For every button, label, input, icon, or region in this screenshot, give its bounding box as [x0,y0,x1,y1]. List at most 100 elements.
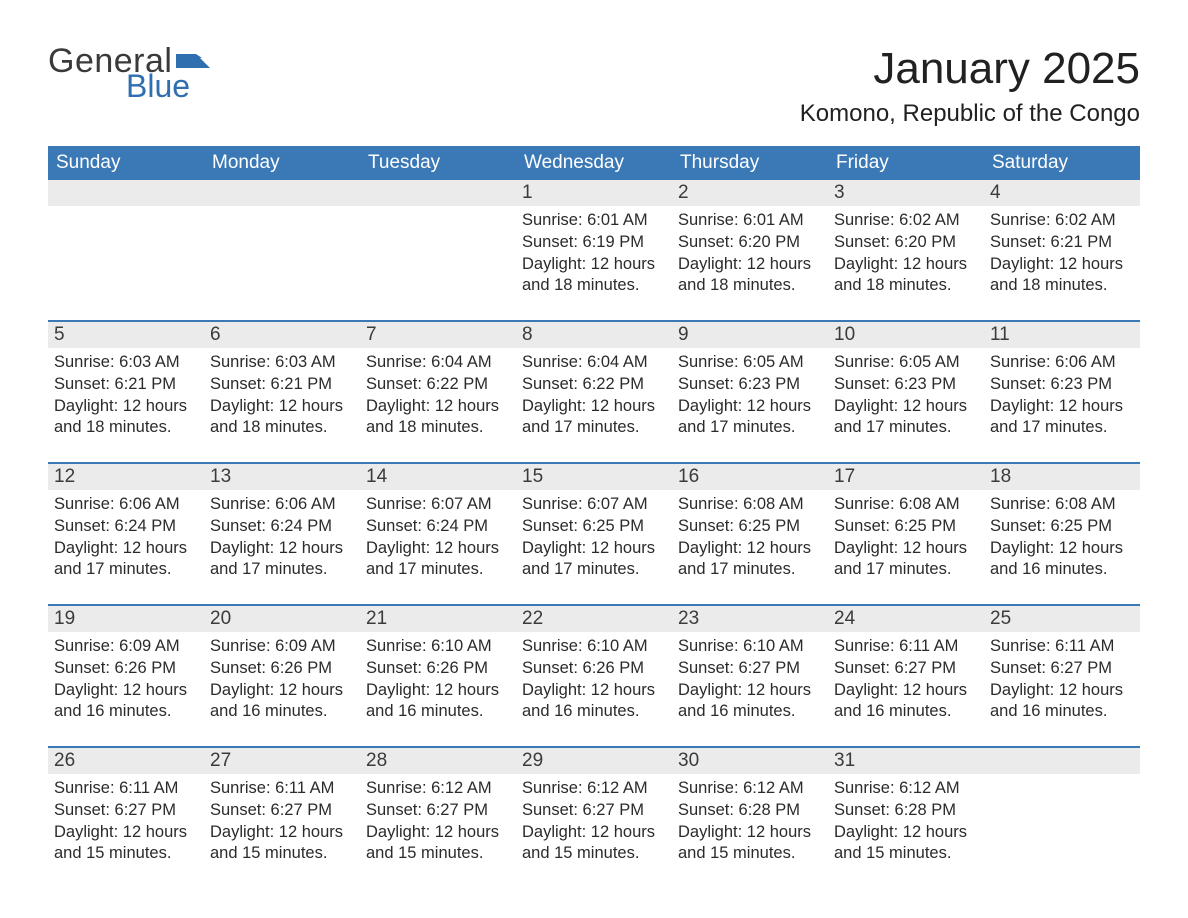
day-cell: Sunrise: 6:09 AMSunset: 6:26 PMDaylight:… [48,632,204,730]
sunrise-text: Sunrise: 6:12 AM [366,778,510,800]
day-cell: Sunrise: 6:10 AMSunset: 6:26 PMDaylight:… [360,632,516,730]
sunset-text: Sunset: 6:23 PM [678,374,822,396]
sunrise-text: Sunrise: 6:03 AM [54,352,198,374]
sunrise-text: Sunrise: 6:08 AM [678,494,822,516]
day-cell: Sunrise: 6:12 AMSunset: 6:28 PMDaylight:… [828,774,984,872]
sunrise-text: Sunrise: 6:10 AM [522,636,666,658]
sunrise-text: Sunrise: 6:05 AM [678,352,822,374]
day-cell: Sunrise: 6:08 AMSunset: 6:25 PMDaylight:… [984,490,1140,588]
day-cell: Sunrise: 6:03 AMSunset: 6:21 PMDaylight:… [48,348,204,446]
d2-text: and 17 minutes. [834,559,978,581]
d1-text: Daylight: 12 hours [54,822,198,844]
sunset-text: Sunset: 6:27 PM [366,800,510,822]
day-cell: Sunrise: 6:06 AMSunset: 6:24 PMDaylight:… [204,490,360,588]
sunset-text: Sunset: 6:25 PM [522,516,666,538]
day-number: 15 [516,464,672,490]
day-number: 28 [360,748,516,774]
day-number: 10 [828,322,984,348]
day-cell: Sunrise: 6:10 AMSunset: 6:27 PMDaylight:… [672,632,828,730]
d1-text: Daylight: 12 hours [522,538,666,560]
sunrise-text: Sunrise: 6:03 AM [210,352,354,374]
day-number: 20 [204,606,360,632]
day-number: 12 [48,464,204,490]
sunset-text: Sunset: 6:27 PM [54,800,198,822]
day-cell: Sunrise: 6:09 AMSunset: 6:26 PMDaylight:… [204,632,360,730]
sunset-text: Sunset: 6:21 PM [210,374,354,396]
sunrise-text: Sunrise: 6:09 AM [210,636,354,658]
day-number: 1 [516,180,672,206]
d1-text: Daylight: 12 hours [990,254,1134,276]
page-title: January 2025 [800,44,1140,94]
sunset-text: Sunset: 6:24 PM [210,516,354,538]
d1-text: Daylight: 12 hours [522,680,666,702]
calendar: Sunday Monday Tuesday Wednesday Thursday… [48,146,1140,872]
day-cell: Sunrise: 6:04 AMSunset: 6:22 PMDaylight:… [360,348,516,446]
day-number: 13 [204,464,360,490]
day-number: 22 [516,606,672,632]
day-cell [48,206,204,304]
sunrise-text: Sunrise: 6:04 AM [522,352,666,374]
d2-text: and 17 minutes. [990,417,1134,439]
week-row: 12131415161718Sunrise: 6:06 AMSunset: 6:… [48,462,1140,588]
d2-text: and 17 minutes. [210,559,354,581]
day-number-row: 19202122232425 [48,606,1140,632]
d2-text: and 16 minutes. [366,701,510,723]
d1-text: Daylight: 12 hours [834,254,978,276]
sunset-text: Sunset: 6:26 PM [522,658,666,680]
d2-text: and 16 minutes. [522,701,666,723]
d2-text: and 15 minutes. [366,843,510,865]
day-cell: Sunrise: 6:08 AMSunset: 6:25 PMDaylight:… [672,490,828,588]
sunrise-text: Sunrise: 6:05 AM [834,352,978,374]
sunrise-text: Sunrise: 6:07 AM [522,494,666,516]
day-cell: Sunrise: 6:05 AMSunset: 6:23 PMDaylight:… [828,348,984,446]
d1-text: Daylight: 12 hours [210,538,354,560]
day-cell: Sunrise: 6:03 AMSunset: 6:21 PMDaylight:… [204,348,360,446]
sunrise-text: Sunrise: 6:07 AM [366,494,510,516]
sunset-text: Sunset: 6:27 PM [210,800,354,822]
day-number: 4 [984,180,1140,206]
week-row: 262728293031Sunrise: 6:11 AMSunset: 6:27… [48,746,1140,872]
d2-text: and 16 minutes. [834,701,978,723]
d1-text: Daylight: 12 hours [678,396,822,418]
d1-text: Daylight: 12 hours [990,396,1134,418]
day-cell: Sunrise: 6:11 AMSunset: 6:27 PMDaylight:… [204,774,360,872]
d1-text: Daylight: 12 hours [522,254,666,276]
sunset-text: Sunset: 6:25 PM [990,516,1134,538]
sunset-text: Sunset: 6:20 PM [834,232,978,254]
d2-text: and 15 minutes. [678,843,822,865]
sunset-text: Sunset: 6:27 PM [678,658,822,680]
d2-text: and 18 minutes. [678,275,822,297]
dow-sunday: Sunday [48,146,204,180]
d2-text: and 16 minutes. [678,701,822,723]
d2-text: and 16 minutes. [210,701,354,723]
sunrise-text: Sunrise: 6:09 AM [54,636,198,658]
sunset-text: Sunset: 6:21 PM [54,374,198,396]
day-number-row: 262728293031 [48,748,1140,774]
d1-text: Daylight: 12 hours [990,538,1134,560]
day-cell: Sunrise: 6:12 AMSunset: 6:27 PMDaylight:… [360,774,516,872]
sunset-text: Sunset: 6:26 PM [210,658,354,680]
day-cell: Sunrise: 6:05 AMSunset: 6:23 PMDaylight:… [672,348,828,446]
day-number: 30 [672,748,828,774]
day-number: 23 [672,606,828,632]
day-number: 26 [48,748,204,774]
sunset-text: Sunset: 6:27 PM [522,800,666,822]
sunrise-text: Sunrise: 6:11 AM [834,636,978,658]
sunrise-text: Sunrise: 6:01 AM [678,210,822,232]
dow-friday: Friday [828,146,984,180]
week-row: 19202122232425Sunrise: 6:09 AMSunset: 6:… [48,604,1140,730]
day-number [204,180,360,206]
day-number [984,748,1140,774]
sunset-text: Sunset: 6:24 PM [366,516,510,538]
day-cell: Sunrise: 6:04 AMSunset: 6:22 PMDaylight:… [516,348,672,446]
brand-logo: General Blue [48,44,210,102]
day-cell: Sunrise: 6:07 AMSunset: 6:25 PMDaylight:… [516,490,672,588]
d2-text: and 16 minutes. [54,701,198,723]
day-number: 7 [360,322,516,348]
d1-text: Daylight: 12 hours [366,538,510,560]
sunrise-text: Sunrise: 6:02 AM [834,210,978,232]
sunset-text: Sunset: 6:25 PM [834,516,978,538]
sunrise-text: Sunrise: 6:08 AM [990,494,1134,516]
d2-text: and 15 minutes. [54,843,198,865]
sunset-text: Sunset: 6:27 PM [990,658,1134,680]
